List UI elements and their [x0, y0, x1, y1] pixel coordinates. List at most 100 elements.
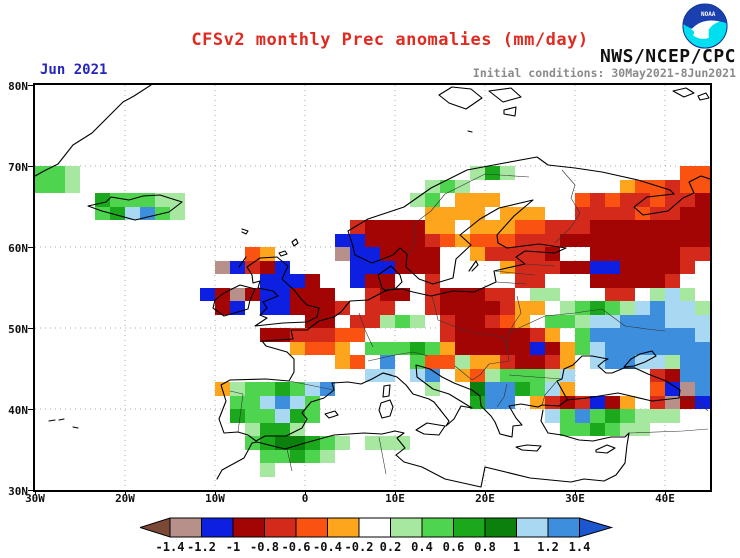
anomaly-cell — [515, 328, 530, 342]
anomaly-cell — [365, 436, 380, 450]
anomaly-cell — [425, 220, 440, 234]
anomaly-cell — [65, 166, 80, 180]
anomaly-cell — [335, 328, 350, 342]
anomaly-cell — [125, 206, 140, 220]
anomaly-cell — [560, 409, 575, 423]
anomaly-cell — [680, 382, 695, 396]
lon-tick-label: 30E — [565, 492, 585, 505]
anomaly-cell — [410, 355, 425, 369]
anomaly-cell — [530, 382, 545, 396]
anomaly-cell — [455, 233, 470, 247]
colorbar-tick-label: 1 — [512, 540, 521, 554]
anomaly-cell — [680, 233, 695, 247]
anomaly-cell — [620, 314, 635, 328]
anomaly-cell — [260, 382, 275, 396]
anomaly-cell — [590, 247, 605, 261]
anomaly-cell — [680, 341, 695, 355]
latitude-axis: 80N 70N 60N 50N 40N 30N — [0, 80, 31, 498]
anomaly-cell — [275, 409, 290, 423]
anomaly-cell — [290, 382, 305, 396]
colorbar-box — [232, 517, 265, 538]
anomaly-cell — [680, 301, 695, 315]
anomaly-cell — [515, 355, 530, 369]
anomaly-cell — [290, 301, 305, 315]
anomaly-cell — [635, 274, 650, 288]
anomaly-cell — [650, 274, 665, 288]
anomaly-cell — [695, 395, 710, 409]
anomaly-cell — [635, 301, 650, 315]
anomaly-cell — [410, 220, 425, 234]
anomaly-cell — [245, 409, 260, 423]
anomaly-cell — [365, 287, 380, 301]
anomaly-cell — [560, 422, 575, 436]
colorbar-arrow-right — [579, 517, 614, 538]
lon-tick-label: 40E — [655, 492, 675, 505]
anomaly-cell — [170, 206, 185, 220]
colorbar-tick-label: 1.2 — [537, 540, 559, 554]
anomaly-cell — [365, 247, 380, 261]
anomaly-cell — [590, 355, 605, 369]
anomaly-cell — [200, 287, 215, 301]
anomaly-cell — [635, 341, 650, 355]
anomaly-cell — [440, 355, 455, 369]
border-caucasus-levant — [628, 397, 709, 434]
anomaly-cell — [680, 166, 695, 180]
anomaly-cell — [245, 422, 260, 436]
coast-crete — [515, 444, 542, 452]
colorbar-box — [201, 517, 234, 538]
anomaly-cell — [575, 409, 590, 423]
anomaly-cell — [515, 368, 530, 382]
anomaly-cell — [590, 233, 605, 247]
lon-tick — [665, 490, 666, 495]
anomaly-cell — [485, 247, 500, 261]
colorbar-box — [295, 517, 328, 538]
lon-tick — [215, 490, 216, 495]
anomaly-cell — [335, 355, 350, 369]
anomaly-cell — [500, 260, 515, 274]
anomaly-cell — [560, 260, 575, 274]
anomaly-cell — [470, 328, 485, 342]
anomaly-cell — [650, 260, 665, 274]
anomaly-cell — [455, 355, 470, 369]
anomaly-cell — [365, 341, 380, 355]
anomaly-cell — [290, 409, 305, 423]
lat-tick — [28, 328, 33, 329]
anomaly-cell — [485, 166, 500, 180]
anomaly-cell — [290, 328, 305, 342]
forecast-month-label: Jun 2021 — [40, 62, 108, 78]
anomaly-cell — [50, 166, 65, 180]
anomaly-cell — [110, 193, 125, 207]
anomaly-cell — [410, 368, 425, 382]
anomaly-cell — [275, 449, 290, 463]
colorbar-box — [390, 517, 423, 538]
anomaly-cell — [215, 301, 230, 315]
anomaly-cell — [635, 247, 650, 261]
anomaly-cell — [605, 247, 620, 261]
anomaly-cell — [440, 314, 455, 328]
anomaly-cell — [125, 193, 140, 207]
anomaly-cell — [680, 179, 695, 193]
colorbar-box — [169, 517, 202, 538]
anomaly-cell — [425, 355, 440, 369]
anomaly-cell — [350, 260, 365, 274]
anomaly-cell — [365, 301, 380, 315]
anomaly-cell — [515, 233, 530, 247]
anomaly-cell — [590, 395, 605, 409]
coast-baltic — [347, 199, 567, 297]
anomaly-cell — [305, 409, 320, 423]
anomaly-cell — [545, 287, 560, 301]
anomaly-cell — [605, 422, 620, 436]
anomaly-cell — [560, 233, 575, 247]
anomaly-cell — [605, 328, 620, 342]
anomaly-cell — [515, 220, 530, 234]
anomaly-cell — [545, 220, 560, 234]
anomaly-cell — [470, 314, 485, 328]
anomaly-cell — [635, 220, 650, 234]
anomaly-cell — [545, 328, 560, 342]
anomaly-cell — [230, 287, 245, 301]
longitude-axis: 30W 20W 10W 0 10E 20E 30E 40E — [25, 492, 710, 506]
anomaly-cell — [500, 220, 515, 234]
anomaly-cell — [680, 314, 695, 328]
anomaly-cell — [335, 436, 350, 450]
anomaly-cell — [410, 260, 425, 274]
